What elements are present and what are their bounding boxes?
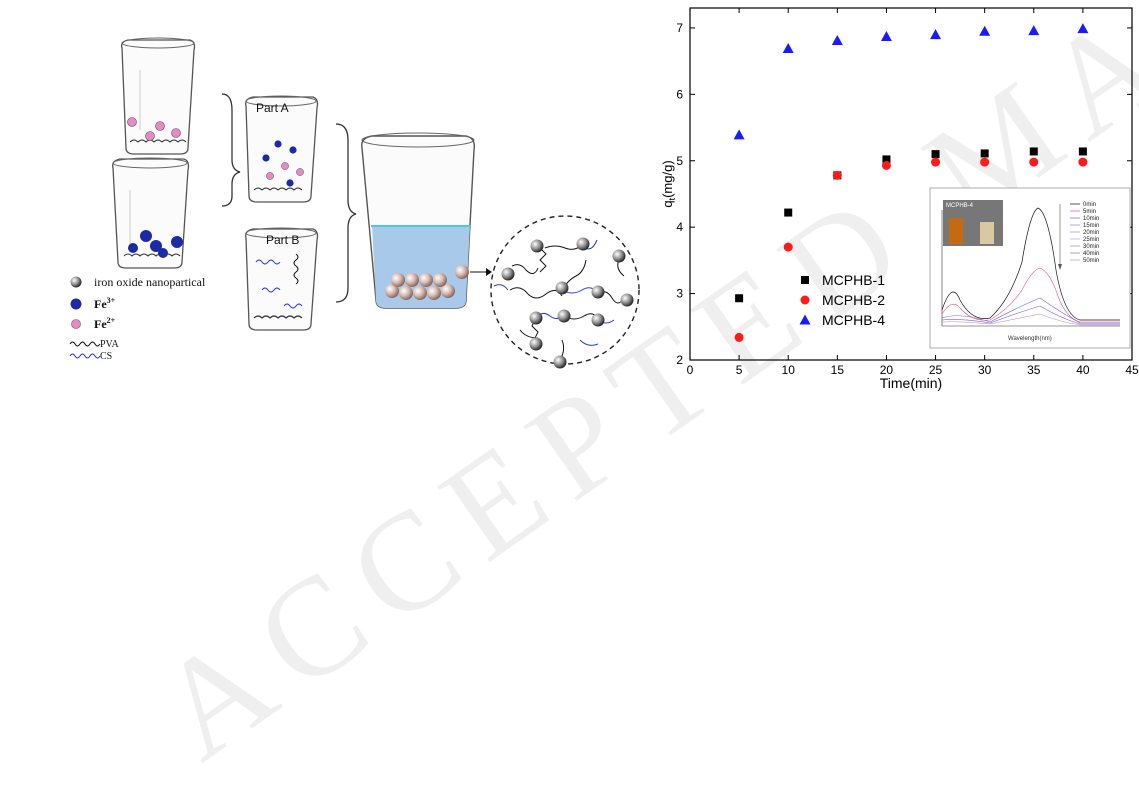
pva-legend-icon xyxy=(69,341,101,347)
data-marks: MCPHB-1 MCPHB-2 MCPHB-4 xyxy=(733,23,1089,342)
synthesis-scheme: Part A Part B xyxy=(69,37,640,369)
part-b-label: Part B xyxy=(266,233,299,247)
point-mcphb-1 xyxy=(1029,147,1038,156)
x-tick-label: 35 xyxy=(1027,363,1041,377)
point-mcphb-4 xyxy=(733,129,745,140)
point-mcphb-1 xyxy=(735,294,744,303)
chart-legend: MCPHB-1 MCPHB-2 MCPHB-4 xyxy=(799,272,885,328)
beaker-fe2 xyxy=(120,37,196,155)
point-mcphb-2 xyxy=(881,160,891,170)
scheme-legend: iron oxide nanopartical Fe3+ Fe2+ PVA CS xyxy=(69,275,206,362)
legend-label-mcphb-1: MCPHB-1 xyxy=(822,272,885,288)
point-mcphb-4 xyxy=(1028,25,1040,36)
y-axis-label: qt(mg/g) xyxy=(660,160,677,207)
point-mcphb-4 xyxy=(930,29,942,40)
legend-marker-mcphb-1 xyxy=(801,276,809,284)
legend-label-mcphb-2: MCPHB-2 xyxy=(822,292,885,308)
x-tick-label: 10 xyxy=(782,363,796,377)
point-mcphb-1 xyxy=(784,208,793,217)
legend-fe2: Fe xyxy=(94,317,107,331)
point-mcphb-4 xyxy=(782,43,794,54)
inset-legend-label: 30min xyxy=(1083,244,1099,250)
svg-text:Fe3+: Fe3+ xyxy=(94,296,116,311)
legend-fe3: Fe xyxy=(94,297,107,311)
beaker-fe3 xyxy=(112,157,190,269)
inset-legend-label: 25min xyxy=(1083,237,1099,243)
beaker-product xyxy=(361,132,492,309)
point-mcphb-1 xyxy=(980,149,989,158)
cs-legend-icon xyxy=(69,353,101,359)
point-mcphb-4 xyxy=(979,25,991,36)
legend-label-mcphb-4: MCPHB-4 xyxy=(822,312,885,328)
inset-legend-label: 0min xyxy=(1083,202,1096,208)
y-tick-label: 2 xyxy=(676,353,683,367)
point-mcphb-4 xyxy=(1077,23,1089,34)
point-mcphb-1 xyxy=(882,155,891,164)
beaker-part-a: Part A xyxy=(245,95,319,203)
point-mcphb-1 xyxy=(931,150,940,159)
point-mcphb-2 xyxy=(832,170,842,180)
legend-pva: PVA xyxy=(100,339,119,350)
legend-marker-mcphb-4 xyxy=(799,314,811,325)
x-tick-label: 45 xyxy=(1125,363,1139,377)
inset-legend: 0min5min10min15min20min25min30min40min50… xyxy=(1070,202,1099,264)
y-tick-label: 3 xyxy=(676,287,683,301)
fe2-legend-icon xyxy=(71,319,81,329)
hydrogel-network xyxy=(490,215,640,369)
point-mcphb-2 xyxy=(931,157,941,167)
plot-frame xyxy=(689,7,1133,361)
legend-fe3-sup: 3+ xyxy=(107,296,116,305)
point-mcphb-2 xyxy=(783,242,793,252)
point-mcphb-2 xyxy=(1029,157,1039,167)
legend-marker-mcphb-2 xyxy=(800,295,810,305)
inset-xlabel: Wavelength(nm) xyxy=(1008,336,1052,342)
inset-legend-label: 5min xyxy=(1083,209,1096,215)
inset-legend-label: 40min xyxy=(1083,251,1099,257)
point-mcphb-2 xyxy=(1078,157,1088,167)
point-mcphb-4 xyxy=(880,31,892,42)
x-tick-label: 25 xyxy=(929,363,943,377)
nanoparticle-legend-icon xyxy=(70,276,82,288)
point-mcphb-4 xyxy=(831,35,843,46)
legend-cs: CS xyxy=(100,351,112,362)
x-tick-label: 20 xyxy=(880,363,894,377)
inset-legend-label: 20min xyxy=(1083,230,1099,236)
x-tick-label: 0 xyxy=(687,363,694,377)
x-tick-label: 5 xyxy=(736,363,743,377)
y-tick-label: 4 xyxy=(676,220,683,234)
legend-fe2-sup: 2+ xyxy=(107,316,116,325)
inset-legend-label: 50min xyxy=(1083,258,1099,264)
fe3-legend-icon xyxy=(70,298,82,310)
inset-spectrum: MCPHB-4 Wavelength(nm) 0min5min10min15mi… xyxy=(929,187,1131,349)
x-tick-label: 30 xyxy=(978,363,992,377)
y-tick-label: 6 xyxy=(676,87,683,101)
kinetics-chart: 0 5 10 15 20 25 30 35 40 45234567Time(min)qt(mg/g… xyxy=(660,7,1139,391)
y-tick-label: 7 xyxy=(676,21,683,35)
beaker-part-b: Part B xyxy=(245,227,319,331)
x-axis-label: Time(min) xyxy=(880,375,942,391)
x-tick-label: 40 xyxy=(1076,363,1090,377)
point-mcphb-1 xyxy=(1078,147,1087,156)
x-tick-label: 15 xyxy=(831,363,845,377)
part-a-label: Part A xyxy=(256,101,289,115)
inset-label: MCPHB-4 xyxy=(946,203,974,209)
legend-nanoparticle: iron oxide nanopartical xyxy=(94,275,206,289)
svg-text:Fe2+: Fe2+ xyxy=(94,316,116,331)
inset-legend-label: 10min xyxy=(1083,216,1099,222)
point-mcphb-2 xyxy=(980,157,990,167)
inset-legend-label: 15min xyxy=(1083,223,1099,229)
point-mcphb-2 xyxy=(734,332,744,342)
y-tick-label: 5 xyxy=(676,154,683,168)
axes: 0 5 10 15 20 25 30 35 40 45234567Time(min)qt(mg/g… xyxy=(660,7,1139,391)
